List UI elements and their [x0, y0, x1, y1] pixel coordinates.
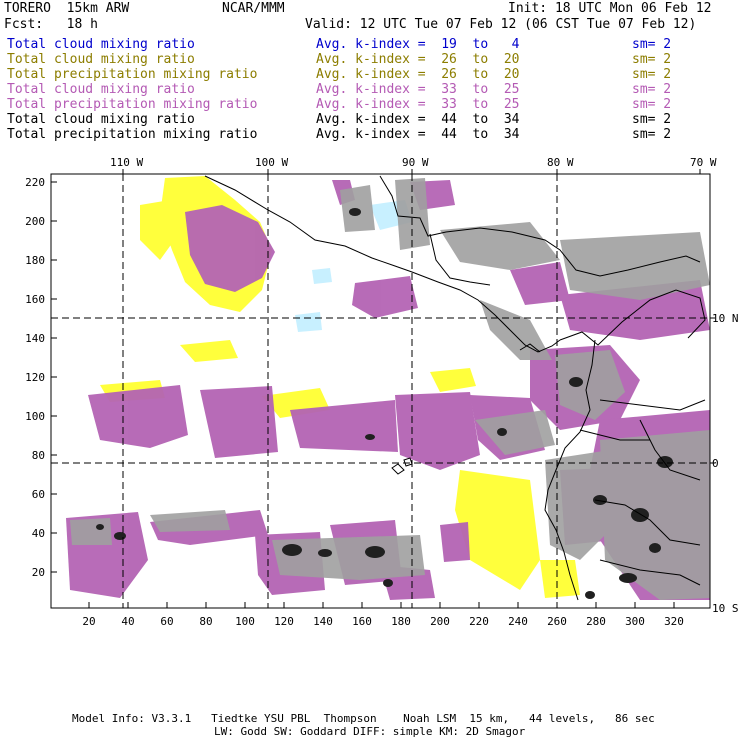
- lon-label: 70 W: [690, 156, 717, 169]
- legend-sm: sm= 2: [632, 82, 672, 97]
- lat-label: 10 S: [712, 602, 739, 615]
- lon-label: 90 W: [402, 156, 429, 169]
- y-tick-label: 20: [32, 566, 45, 579]
- y-tick-label: 180: [25, 254, 45, 267]
- organization-label: NCAR/MMM: [222, 1, 285, 16]
- legend-kindex: Avg. k-index = 33 to 25: [316, 82, 520, 97]
- legend-kindex: Avg. k-index = 26 to 20: [316, 67, 520, 82]
- x-tick-label: 280: [586, 615, 606, 628]
- y-tick-label: 80: [32, 449, 45, 462]
- init-time: Init: 18 UTC Mon 06 Feb 12: [508, 1, 712, 16]
- x-tick-label: 260: [547, 615, 567, 628]
- legend-sm: sm= 2: [632, 52, 672, 67]
- x-tick-labels: 20 40 60 80 100 120 140 160 180 200 220 …: [82, 615, 684, 628]
- x-tick-label: 140: [313, 615, 333, 628]
- x-tick-label: 300: [625, 615, 645, 628]
- x-tick-label: 40: [121, 615, 134, 628]
- x-tick-label: 180: [391, 615, 411, 628]
- x-tick-label: 240: [508, 615, 528, 628]
- valid-time: Valid: 12 UTC Tue 07 Feb 12 (06 CST Tue …: [305, 17, 697, 32]
- y-tick-label: 220: [25, 176, 45, 189]
- legend-sm: sm= 2: [632, 67, 672, 82]
- x-tick-label: 200: [430, 615, 450, 628]
- cloud-field: [51, 174, 710, 608]
- tick-marks: [51, 169, 715, 608]
- y-tick-label: 40: [32, 527, 45, 540]
- forecast-hour: Fcst: 18 h: [4, 17, 98, 32]
- graticule: [51, 174, 710, 608]
- legend-sm: sm= 2: [632, 97, 672, 112]
- lon-label: 80 W: [547, 156, 574, 169]
- lon-label: 110 W: [110, 156, 143, 169]
- y-tick-label: 200: [25, 215, 45, 228]
- legend-sm: sm= 2: [632, 127, 672, 142]
- x-tick-label: 100: [235, 615, 255, 628]
- y-tick-label: 120: [25, 371, 45, 384]
- legend-field: Total cloud mixing ratio: [7, 82, 195, 97]
- y-tick-label: 100: [25, 410, 45, 423]
- map-frame: [50, 173, 711, 609]
- legend-field: Total cloud mixing ratio: [7, 112, 195, 127]
- legend-field: Total precipitation mixing ratio: [7, 127, 258, 142]
- legend-sm: sm= 2: [632, 112, 672, 127]
- x-tick-label: 320: [664, 615, 684, 628]
- legend-field: Total cloud mixing ratio: [7, 52, 195, 67]
- x-tick-label: 80: [199, 615, 212, 628]
- legend-sm: sm= 2: [632, 37, 672, 52]
- top-longitude-labels: 110 W 100 W 90 W 80 W 70 W: [110, 156, 717, 169]
- legend-field: Total precipitation mixing ratio: [7, 97, 258, 112]
- model-title: TORERO 15km ARW: [4, 1, 130, 16]
- y-tick-label: 160: [25, 293, 45, 306]
- legend-kindex: Avg. k-index = 19 to 4: [316, 37, 520, 52]
- legend-kindex: Avg. k-index = 33 to 25: [316, 97, 520, 112]
- y-tick-labels: 20 40 60 80 100 120 140 160 180 200 220: [25, 176, 45, 579]
- legend-field: Total cloud mixing ratio: [7, 37, 195, 52]
- x-tick-label: 220: [469, 615, 489, 628]
- y-tick-label: 140: [25, 332, 45, 345]
- right-latitude-labels: 10 N 0 10 S: [712, 312, 739, 615]
- lat-label: 0: [712, 457, 719, 470]
- x-tick-label: 160: [352, 615, 372, 628]
- legend-kindex: Avg. k-index = 44 to 34: [316, 127, 520, 142]
- lat-label: 10 N: [712, 312, 739, 325]
- footer-physics-info: LW: Godd SW: Goddard DIFF: simple KM: 2D…: [214, 725, 526, 738]
- y-tick-label: 60: [32, 488, 45, 501]
- x-tick-label: 20: [82, 615, 95, 628]
- cloud-dark-cores: [96, 208, 673, 599]
- lon-label: 100 W: [255, 156, 288, 169]
- x-tick-label: 120: [274, 615, 294, 628]
- legend-kindex: Avg. k-index = 26 to 20: [316, 52, 520, 67]
- legend-kindex: Avg. k-index = 44 to 34: [316, 112, 520, 127]
- legend-field: Total precipitation mixing ratio: [7, 67, 258, 82]
- footer-model-info: Model Info: V3.3.1 Tiedtke YSU PBL Thomp…: [72, 712, 655, 725]
- x-tick-label: 60: [160, 615, 173, 628]
